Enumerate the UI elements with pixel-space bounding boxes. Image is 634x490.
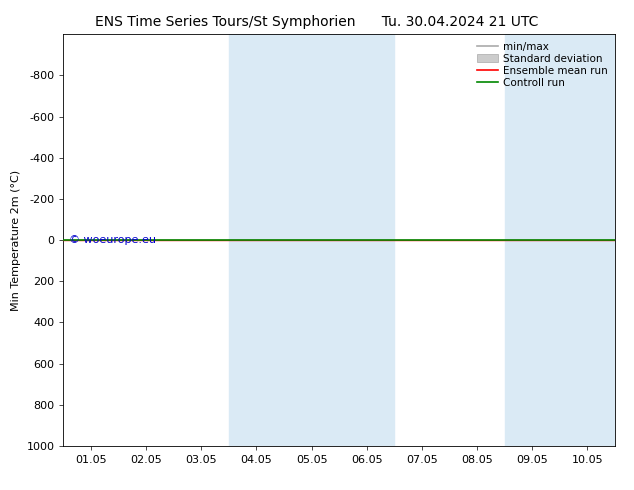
Bar bbox=[505, 34, 615, 446]
Text: © woeurope.eu: © woeurope.eu bbox=[69, 235, 156, 245]
Y-axis label: Min Temperature 2m (°C): Min Temperature 2m (°C) bbox=[11, 170, 21, 311]
Text: ENS Time Series Tours/St Symphorien      Tu. 30.04.2024 21 UTC: ENS Time Series Tours/St Symphorien Tu. … bbox=[95, 15, 539, 29]
Legend: min/max, Standard deviation, Ensemble mean run, Controll run: min/max, Standard deviation, Ensemble me… bbox=[475, 40, 610, 90]
Bar bbox=[229, 34, 394, 446]
